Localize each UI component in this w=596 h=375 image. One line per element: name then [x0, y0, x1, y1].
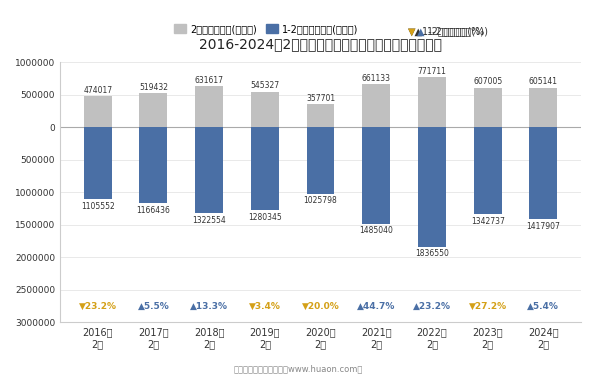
Bar: [418, 127, 446, 247]
Bar: [306, 127, 334, 194]
Text: ▼20.0%: ▼20.0%: [302, 302, 340, 310]
Bar: [139, 93, 167, 127]
Text: ▼27.2%: ▼27.2%: [468, 302, 507, 310]
Text: 1280345: 1280345: [248, 213, 282, 222]
Text: 607005: 607005: [473, 77, 502, 86]
Text: ▼23.2%: ▼23.2%: [79, 302, 117, 310]
Text: 1105552: 1105552: [81, 202, 114, 211]
Bar: [84, 127, 111, 199]
Text: 357701: 357701: [306, 94, 335, 103]
Text: 1322554: 1322554: [193, 216, 226, 225]
Text: ▲44.7%: ▲44.7%: [357, 302, 396, 310]
Text: 1485040: 1485040: [359, 226, 393, 236]
Text: ▼: ▼: [408, 27, 416, 36]
Bar: [139, 127, 167, 203]
Text: 771711: 771711: [418, 67, 446, 76]
Text: ▼▲1-2月同比增速(%): ▼▲1-2月同比增速(%): [408, 27, 485, 36]
Text: ▲5.5%: ▲5.5%: [138, 302, 169, 310]
Text: 474017: 474017: [83, 86, 112, 95]
Bar: [362, 84, 390, 127]
Text: 519432: 519432: [139, 83, 168, 92]
Text: ▲: ▲: [417, 27, 425, 36]
Text: ▲5.4%: ▲5.4%: [527, 302, 559, 310]
Text: ▲13.3%: ▲13.3%: [190, 302, 228, 310]
Text: ▲23.2%: ▲23.2%: [413, 302, 451, 310]
Text: 661133: 661133: [362, 74, 391, 83]
Text: 1836550: 1836550: [415, 249, 449, 258]
Bar: [529, 88, 557, 127]
Bar: [474, 88, 502, 127]
Text: 631617: 631617: [195, 76, 224, 85]
Bar: [418, 77, 446, 127]
Text: 605141: 605141: [529, 78, 558, 87]
Bar: [195, 86, 223, 127]
Text: 1166436: 1166436: [136, 206, 170, 214]
Bar: [84, 96, 111, 127]
Bar: [195, 127, 223, 213]
Text: 制图：华经产业研究院（www.huaon.com）: 制图：华经产业研究院（www.huaon.com）: [233, 364, 363, 373]
Bar: [474, 127, 502, 214]
Bar: [251, 92, 279, 127]
Text: 1417907: 1417907: [526, 222, 560, 231]
Text: 1-2月同比增速(%): 1-2月同比增速(%): [427, 27, 489, 36]
Text: 1025798: 1025798: [304, 196, 337, 206]
Bar: [362, 127, 390, 224]
Bar: [306, 104, 334, 127]
Text: 545327: 545327: [250, 81, 280, 90]
Legend: 2月进出口总额(万美元), 1-2月进出口总额(万美元), : 2月进出口总额(万美元), 1-2月进出口总额(万美元),: [170, 20, 387, 38]
Bar: [251, 127, 279, 210]
Title: 2016-2024年2月浙江省外商投资企业进出口总额统计图: 2016-2024年2月浙江省外商投资企业进出口总额统计图: [199, 37, 442, 51]
Text: 1342737: 1342737: [471, 217, 505, 226]
Bar: [529, 127, 557, 219]
Text: ▼3.4%: ▼3.4%: [249, 302, 281, 310]
